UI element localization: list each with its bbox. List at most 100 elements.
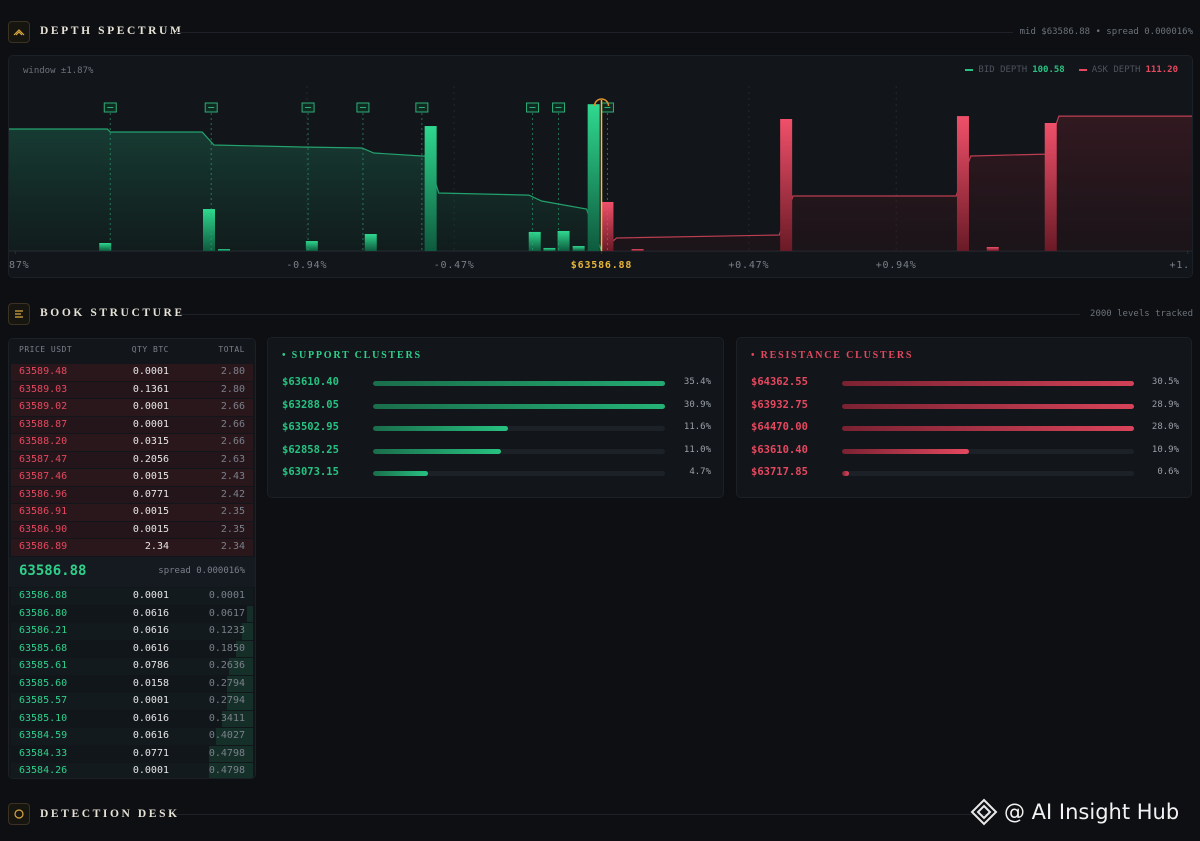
column-header: TOTAL: [218, 345, 245, 354]
price: 63586.90: [19, 523, 68, 535]
bid-row: 63585.10 0.0616 0.3411: [11, 710, 253, 727]
price: 63588.87: [19, 418, 68, 430]
cluster-share: 30.9%: [683, 399, 711, 410]
bid-bar: [543, 247, 556, 251]
legend-item: ASK DEPTH 111.20: [1078, 65, 1178, 75]
cluster-track: [373, 381, 665, 386]
bid-bar: [364, 234, 377, 251]
cluster-price: $64362.55: [751, 376, 808, 388]
watermark-text: @ AI Insight Hub: [1004, 800, 1180, 824]
qty: 0.0616: [132, 607, 169, 619]
total: 0.2636: [208, 660, 245, 671]
cluster-track: [842, 403, 1134, 409]
ask-row: 63586.90 0.0015 2.35: [11, 521, 253, 538]
section-meta: mid $63586.88 • spread 0.000016%: [1019, 27, 1193, 37]
mid-marker: [593, 98, 610, 107]
ask-bar: [1044, 123, 1057, 251]
price: 63584.26: [19, 765, 68, 776]
price: 63584.59: [19, 730, 68, 741]
qty: 0.0158: [132, 677, 169, 689]
cluster-bar: [373, 381, 665, 386]
ask-row: 63588.87 0.0001 2.66: [11, 416, 253, 433]
price: 63586.80: [19, 607, 68, 619]
watermark-logo: [970, 798, 998, 826]
cluster-bar: [842, 448, 970, 454]
depth-bar: [241, 623, 253, 640]
legend: BID DEPTH 100.58 ASK DEPTH 111.20: [965, 65, 1178, 75]
qty: 0.0771: [132, 747, 169, 759]
ask-row: 63586.96 0.0771 2.42: [11, 486, 253, 503]
title-text: SUPPORT CLUSTERS: [291, 350, 422, 361]
bid-bar: [99, 242, 112, 251]
total: 2.42: [220, 488, 245, 500]
total: 2.80: [220, 383, 245, 395]
ask-bar: [631, 249, 644, 251]
bid-row: 63586.80 0.0616 0.0617: [11, 605, 253, 622]
total: 2.43: [220, 471, 245, 482]
resistance-panel: • RESISTANCE CLUSTERS $64362.55 30.5% $639…: [736, 337, 1192, 498]
cluster-share: 0.6%: [1157, 467, 1179, 477]
window-label: window ±1.87%: [23, 66, 94, 76]
total: 0.1233: [208, 625, 245, 636]
legend-label: BID DEPTH: [978, 65, 1028, 75]
total: 2.34: [220, 541, 245, 552]
total: 0.0001: [208, 590, 245, 601]
total: 0.2794: [208, 695, 245, 706]
ask-area: [601, 116, 1192, 251]
cluster-price: $63610.40: [751, 443, 808, 456]
total: 2.66: [220, 418, 245, 430]
x-tick-label: $63586.88: [571, 260, 632, 271]
total: 2.63: [220, 453, 245, 465]
section-icon: [8, 303, 30, 325]
bullet: •: [282, 350, 292, 361]
qty: 0.0001: [132, 401, 169, 412]
cluster-bar: [373, 426, 509, 431]
bid-bar: [218, 249, 231, 251]
qty: 0.0315: [132, 436, 169, 447]
total: 0.4798: [208, 747, 245, 759]
price: 63586.88: [19, 590, 68, 601]
bid-row: 63584.59 0.0616 0.4027: [11, 728, 253, 745]
bullet: •: [751, 350, 761, 361]
order-book: PRICE USDT QTY BTC TOTAL 63586.88 spread…: [8, 338, 256, 779]
price: 63586.91: [19, 506, 68, 517]
price: 63588.20: [19, 436, 68, 447]
ask-row: 63586.91 0.0015 2.35: [11, 504, 253, 521]
x-tick-label: +0.94%: [876, 260, 917, 271]
cluster-bar: [842, 403, 1134, 409]
cluster-share: 11.0%: [683, 444, 711, 455]
price: 63589.03: [19, 383, 68, 395]
price: 63589.02: [19, 401, 68, 412]
depth-bar: [216, 728, 253, 745]
divider: [175, 32, 1013, 33]
price: 63585.57: [19, 695, 68, 706]
depth-bar: [247, 605, 253, 622]
total: 2.80: [220, 366, 245, 377]
section-icon: [8, 803, 30, 825]
section-title: DETECTION DESK: [40, 808, 180, 820]
cluster-track: [373, 403, 665, 409]
total: 0.0617: [208, 607, 245, 619]
cluster-bar: [842, 471, 849, 476]
legend-swatch: [1078, 69, 1087, 71]
total: 0.4027: [208, 730, 245, 741]
icon: [15, 310, 23, 318]
price: 63587.46: [19, 471, 68, 482]
cluster-track: [373, 471, 665, 476]
watermark: @ AI Insight Hub: [970, 798, 1179, 826]
depth-bar: [227, 675, 253, 692]
depth-plot: 87% -0.94% -0.47% $63586.88 +0.47% +0.94% +1.: [9, 86, 1192, 271]
cluster-share: 4.7%: [689, 467, 711, 477]
cluster-share: 28.0%: [1151, 422, 1179, 432]
bid-bar: [305, 241, 318, 251]
depth-panel: window ±1.87% BID DEPTH 100.58 ASK DEPTH 11…: [8, 55, 1193, 278]
cluster-price: $63502.95: [282, 421, 339, 433]
bid-curve: [9, 128, 603, 252]
bid-row: 63586.88 0.0001 0.0001: [11, 588, 253, 605]
total: 2.35: [220, 506, 245, 517]
cluster-share: 30.5%: [1151, 377, 1179, 387]
total: 2.66: [220, 436, 245, 447]
cluster-share: 11.6%: [683, 422, 711, 432]
